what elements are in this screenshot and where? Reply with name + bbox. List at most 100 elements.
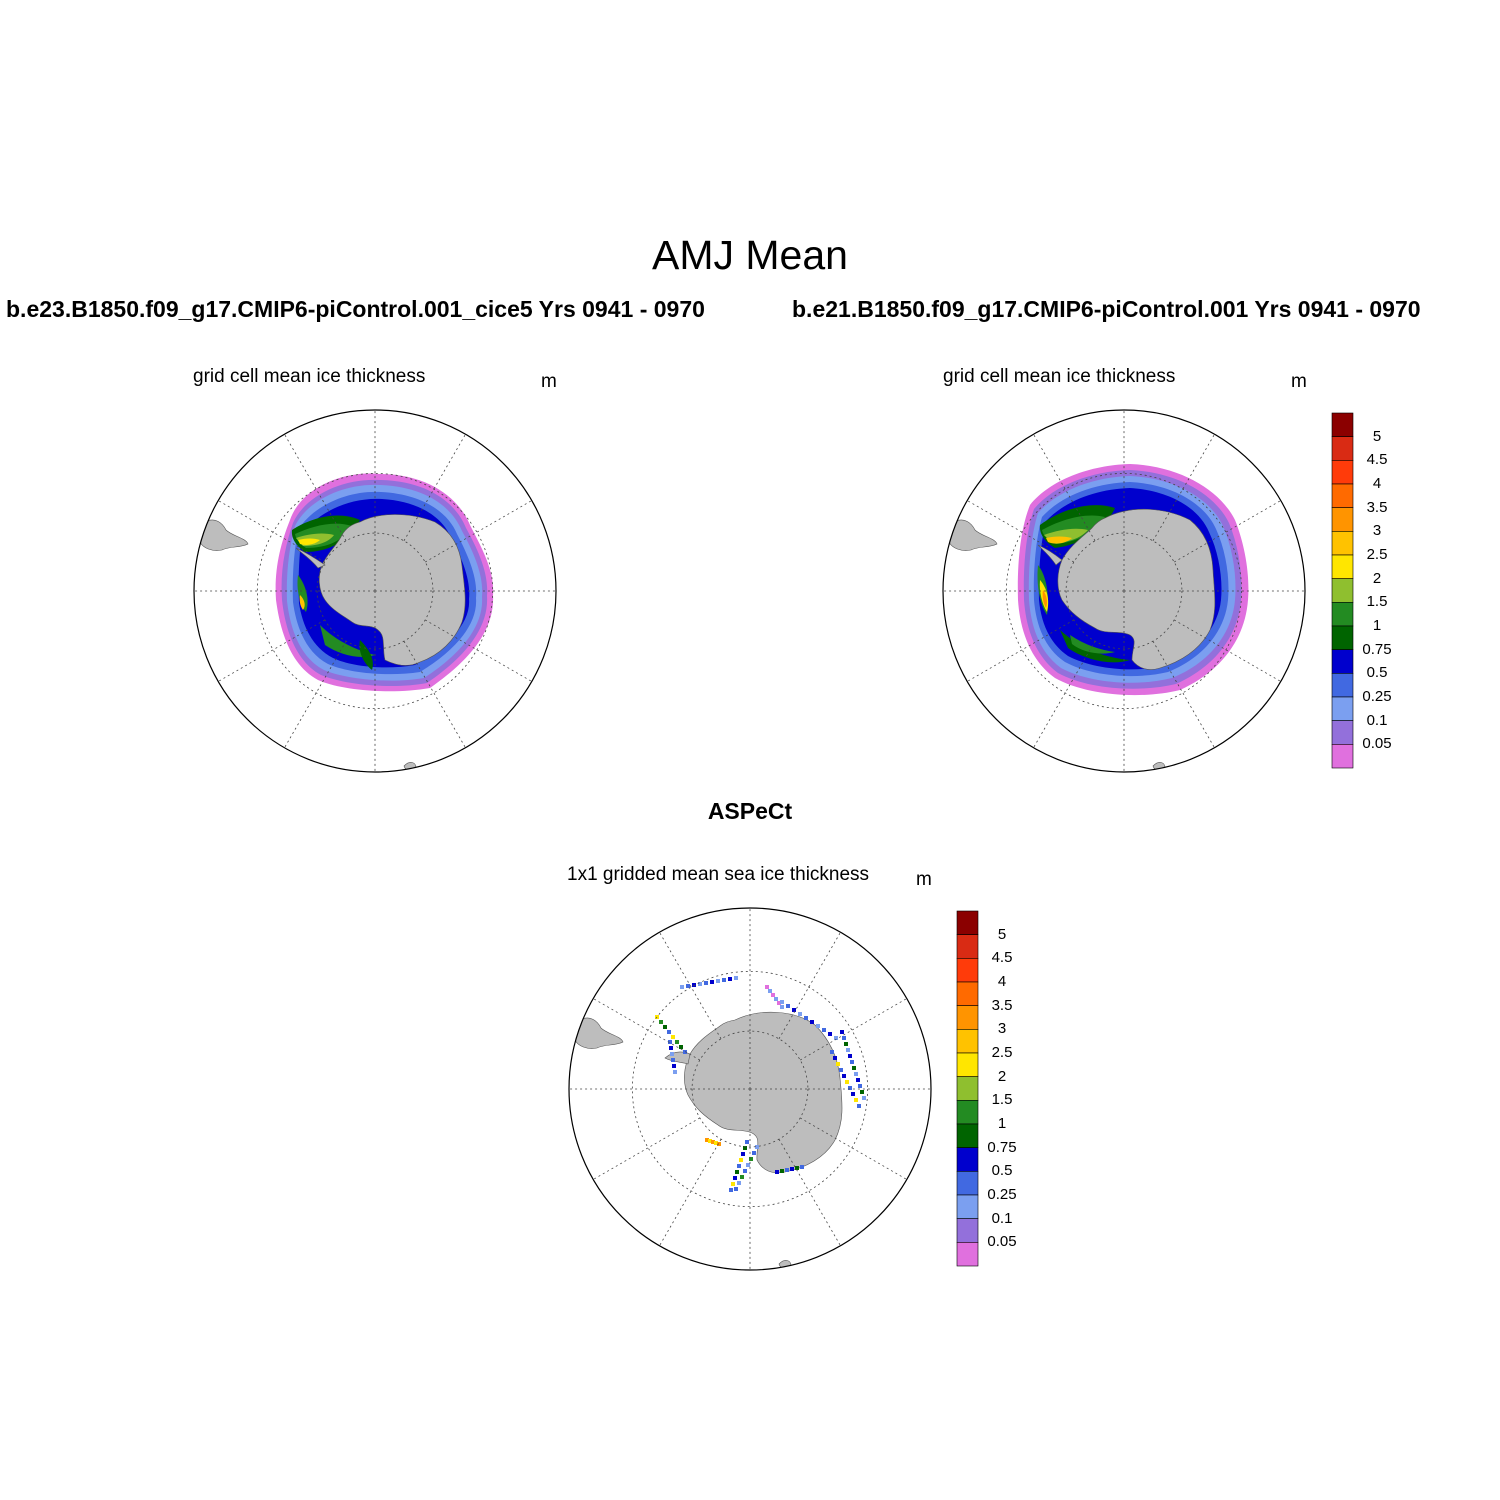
left-case-title: b.e23.B1850.f09_g17.CMIP6-piControl.001_… — [6, 296, 705, 322]
obs-cell — [804, 1016, 808, 1020]
right-panel-unit: m — [1291, 371, 1307, 392]
right-graticule — [942, 409, 1306, 773]
antarctica-land — [1057, 508, 1216, 670]
colorbar-swatch — [956, 1052, 979, 1077]
obs-cell — [671, 1035, 675, 1039]
meridian-line — [218, 500, 326, 563]
obs-cell — [862, 1096, 866, 1100]
colorbar-swatch — [956, 958, 979, 983]
obs-colorbar — [956, 910, 979, 1267]
colorbar-swatch — [956, 1171, 979, 1196]
obs-cell — [669, 1046, 673, 1050]
colorbar-label: 1 — [997, 1115, 1007, 1132]
map-boundary — [193, 409, 557, 773]
obs-cell — [737, 1164, 741, 1168]
obs-cell — [704, 981, 708, 985]
right-case-title: b.e21.B1850.f09_g17.CMIP6-piControl.001 … — [792, 296, 1421, 322]
obs-cell — [671, 1058, 675, 1062]
obs-panel-subtitle: 1x1 gridded mean sea ice thickness — [567, 864, 870, 885]
obs-cell — [749, 1157, 753, 1161]
obs-cell — [714, 1141, 718, 1145]
obs-cell — [795, 1166, 799, 1170]
colorbar-label: 1.5 — [1366, 593, 1388, 611]
obs-cell — [673, 1070, 677, 1074]
antarctica-land — [319, 514, 466, 666]
antarctic-peninsula-land — [295, 547, 326, 569]
obs-cell — [840, 1030, 844, 1034]
obs-cell — [659, 1020, 663, 1024]
obs-cell — [692, 983, 696, 987]
obs-cell — [752, 1151, 756, 1155]
meridian-line — [1033, 434, 1096, 542]
weddell-orange — [1046, 536, 1072, 544]
obs-cell — [698, 982, 702, 986]
obs-cell — [854, 1098, 858, 1102]
obs-cell — [768, 989, 772, 993]
colorbar-swatch — [1331, 602, 1354, 627]
obs-cell — [842, 1036, 846, 1040]
obs-panel-unit: m — [916, 869, 932, 890]
colorbar-swatch — [1331, 673, 1354, 698]
meridian-line — [1033, 640, 1096, 748]
obs-cell — [729, 1188, 733, 1192]
colorbar-label: 0.25 — [1362, 688, 1392, 705]
colorbar-label: 3.5 — [1366, 498, 1388, 516]
colorbar-swatch — [956, 1147, 979, 1172]
colorbar-swatch — [956, 934, 979, 959]
left-panel-unit: m — [541, 371, 557, 392]
right-polar-map — [943, 410, 1305, 772]
obs-cell — [777, 1001, 781, 1005]
obs-cell — [833, 1056, 837, 1060]
colorbar-label: 3.5 — [991, 996, 1013, 1014]
obs-cell — [839, 1068, 843, 1072]
obs-cell — [734, 976, 738, 980]
meridian-line — [593, 998, 701, 1061]
latitude-circle — [256, 472, 494, 710]
obs-cell — [755, 1145, 759, 1149]
obs-cell — [780, 1005, 784, 1009]
colorbar-swatch — [956, 1218, 979, 1243]
obs-cell — [683, 1050, 687, 1054]
obs-cell — [850, 1060, 854, 1064]
colorbar-label: 0.5 — [991, 1162, 1013, 1180]
obs-cell — [739, 1158, 743, 1162]
obs-cell — [828, 1032, 832, 1036]
obs-cell — [745, 1140, 749, 1144]
weddell-orange — [298, 538, 320, 545]
colorbar-swatch — [956, 981, 979, 1006]
obs-cell — [717, 1142, 721, 1146]
map-boundary — [942, 409, 1306, 773]
obs-cell — [731, 1182, 735, 1186]
obs-cell — [846, 1048, 850, 1052]
obs-cell — [679, 1045, 683, 1049]
obs-cell — [785, 1168, 789, 1172]
obs-cell — [716, 979, 720, 983]
obs-cell — [810, 1020, 814, 1024]
obs-cell — [848, 1086, 852, 1090]
obs-cell — [746, 1163, 750, 1167]
colorbar-swatch — [1331, 720, 1354, 745]
obs-observation-cells — [655, 976, 866, 1192]
obs-cell — [857, 1104, 861, 1108]
map-graticules — [193, 409, 1306, 1271]
colorbar-label: 0.1 — [991, 1209, 1013, 1227]
obs-cell — [845, 1080, 849, 1084]
meridian-line — [424, 619, 532, 682]
colorbar-label: 0.5 — [1366, 664, 1388, 682]
meridian-line — [799, 998, 907, 1061]
colorbar-swatch — [1331, 531, 1354, 556]
obs-cell — [705, 1138, 709, 1142]
colorbar-swatch — [956, 1242, 979, 1267]
obs-cell — [771, 993, 775, 997]
colorbar-swatch — [956, 1029, 979, 1054]
obs-cell — [670, 1052, 674, 1056]
colorbar-swatch — [1331, 436, 1354, 461]
obs-cell — [800, 1165, 804, 1169]
colorbar-swatch — [1331, 507, 1354, 532]
meridian-line — [778, 1138, 841, 1246]
colorbar-swatch — [1331, 460, 1354, 485]
colorbar-swatch — [1331, 483, 1354, 508]
colorbar-swatch — [1331, 625, 1354, 650]
colorbar-label: 5 — [997, 925, 1007, 943]
obs-cell — [734, 1187, 738, 1191]
